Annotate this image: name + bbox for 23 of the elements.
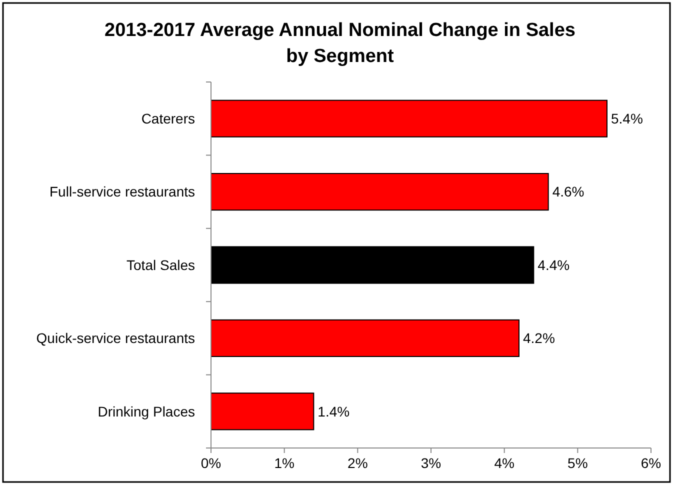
data-label: 4.6% bbox=[552, 184, 584, 200]
x-tick-label: 4% bbox=[494, 455, 514, 471]
y-tick-label: Drinking Places bbox=[98, 403, 195, 420]
data-label: 4.2% bbox=[523, 330, 555, 346]
y-tick-label: Caterers bbox=[141, 110, 195, 126]
x-tick-label: 1% bbox=[274, 455, 294, 471]
bar bbox=[210, 246, 534, 284]
x-tick-label: 6% bbox=[640, 455, 662, 471]
bar bbox=[210, 392, 314, 430]
y-tick-label: Full-service restaurants bbox=[50, 184, 195, 200]
data-label: 1.4% bbox=[318, 403, 350, 420]
x-tick-label: 2% bbox=[348, 455, 368, 471]
y-tick-label: Quick-service restaurants bbox=[36, 330, 195, 346]
bar bbox=[210, 173, 549, 211]
x-tick-label: 5% bbox=[568, 455, 588, 471]
chart-title: 2013-2017 Average Annual Nominal Change in Sales by Segment bbox=[104, 20, 576, 67]
bar bbox=[210, 100, 608, 138]
bar bbox=[210, 319, 520, 357]
data-label: 5.4% bbox=[611, 110, 643, 126]
y-tick-label: Total Sales bbox=[126, 256, 195, 273]
data-label: 4.4% bbox=[538, 256, 570, 273]
x-tick-label: 0% bbox=[200, 455, 222, 471]
x-tick-label: 3% bbox=[420, 455, 442, 471]
